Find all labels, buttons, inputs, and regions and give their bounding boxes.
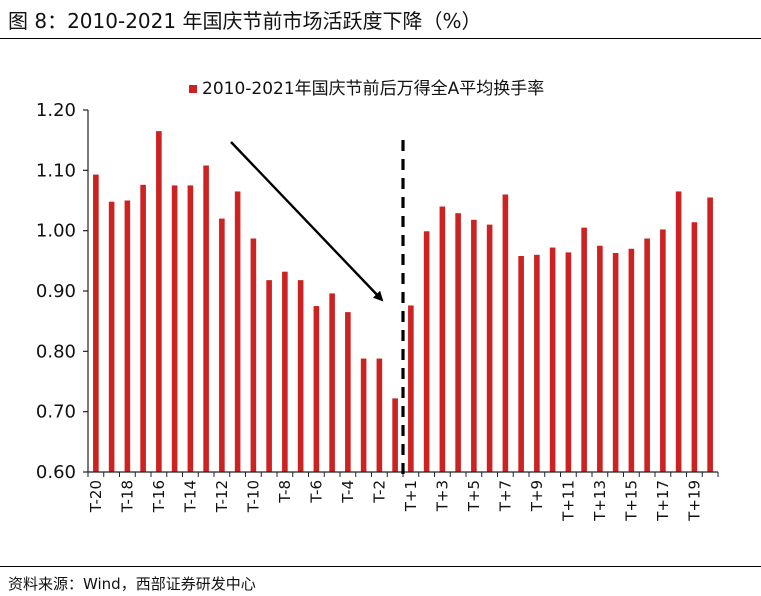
x-tick-label: T+7 — [497, 480, 515, 512]
x-tick-label: T-16 — [150, 480, 168, 513]
bar-T+13 — [597, 245, 603, 472]
x-tick-label: T-6 — [308, 480, 326, 504]
x-tick-label: T+13 — [591, 480, 609, 522]
bar-T-19 — [108, 201, 115, 472]
x-axis: T-20 T-18 T-16 T-14 T-12 T-10 T-8 T-6 T-4 T-2 T+1 T… — [87, 471, 719, 522]
x-tick-label: T+11 — [560, 480, 578, 522]
bar-T-16 — [156, 131, 162, 472]
y-tick-label: 0.60 — [36, 462, 76, 483]
bar-T-12 — [219, 218, 225, 472]
source-note: 资料来源：Wind，西部证券研发中心 — [8, 575, 256, 593]
bar-T+16 — [644, 238, 650, 472]
bar-T+1 — [408, 305, 414, 472]
bar-T+10 — [549, 247, 556, 472]
top-rule — [0, 38, 761, 39]
x-tick-label: T+1 — [402, 480, 420, 512]
bar-T-2 — [376, 358, 383, 472]
bar-T-9 — [266, 280, 272, 472]
y-axis: 1.20 1.10 1.00 0.90 0.80 0.70 0.60 — [36, 100, 89, 483]
bar-T+18 — [675, 191, 682, 472]
bar-T-18 — [124, 200, 131, 472]
y-tick-label: 0.90 — [36, 281, 76, 302]
bar-T-3 — [360, 358, 367, 472]
bar-T+5 — [471, 219, 477, 472]
bar-T-10 — [250, 238, 257, 472]
x-tick-label: T+5 — [465, 480, 483, 512]
bar-T-13 — [203, 165, 209, 472]
bottom-rule — [0, 566, 761, 567]
legend-swatch — [189, 85, 197, 93]
bar-T+6 — [486, 224, 493, 472]
y-tick-label: 1.00 — [36, 221, 76, 242]
bar-T-4 — [345, 312, 351, 472]
legend-label: 2010-2021年国庆节前后万得全A平均换手率 — [202, 79, 544, 99]
bar-T+19 — [691, 222, 698, 472]
bar-T-1 — [392, 398, 398, 472]
x-tick-label: T-2 — [371, 480, 389, 504]
y-tick-label: 0.70 — [36, 402, 76, 423]
x-tick-label: T+9 — [528, 480, 546, 512]
bar-T-11 — [234, 191, 241, 472]
x-tick-label: T-8 — [276, 480, 294, 504]
bar-T-14 — [187, 185, 194, 473]
x-tick-label: T-18 — [119, 480, 137, 513]
bar-T+20 — [707, 197, 713, 473]
legend: 2010-2021年国庆节前后万得全A平均换手率 — [189, 79, 544, 99]
annotations — [230, 140, 405, 478]
bar-T-17 — [140, 184, 146, 472]
bar-T-6 — [313, 306, 320, 472]
x-tick-label: T+15 — [623, 480, 641, 522]
bar-T+12 — [581, 227, 587, 472]
bar-T-15 — [171, 185, 178, 473]
x-tick-label: T+19 — [686, 480, 704, 522]
figure-title: 图 8：2010-2021 年国庆节前市场活跃度下降（%） — [8, 9, 482, 33]
bar-T+7 — [502, 194, 509, 472]
bar-T+3 — [439, 206, 446, 472]
bar-T+11 — [565, 252, 572, 472]
x-tick-label: T-20 — [87, 480, 105, 513]
turnover-bar-chart: 2010-2021年国庆节前后万得全A平均换手率 1.20 1.10 1.00 0.9… — [36, 79, 719, 522]
bar-T-5 — [329, 293, 335, 472]
x-tick-label: T-10 — [245, 480, 263, 513]
x-tick-label: T+3 — [434, 480, 452, 512]
bar-T+17 — [660, 229, 666, 472]
bars — [93, 131, 713, 473]
bar-T-7 — [297, 280, 304, 472]
y-tick-label: 1.10 — [36, 160, 76, 181]
x-tick-label: T+17 — [654, 480, 672, 522]
bar-T-8 — [282, 271, 288, 472]
trend-arrow — [230, 141, 384, 302]
x-tick-label: T-12 — [213, 480, 231, 513]
bar-T+9 — [534, 254, 540, 472]
y-tick-label: 1.20 — [36, 100, 76, 121]
bar-T+4 — [455, 213, 461, 473]
bar-T+14 — [612, 252, 619, 472]
bar-T-20 — [93, 174, 99, 472]
x-tick-label: T-14 — [182, 480, 200, 513]
bar-T+15 — [628, 248, 635, 472]
bar-T+8 — [518, 256, 524, 472]
x-tick-label: T-4 — [339, 480, 357, 504]
y-tick-label: 0.80 — [36, 341, 76, 362]
bar-T+2 — [423, 231, 430, 472]
